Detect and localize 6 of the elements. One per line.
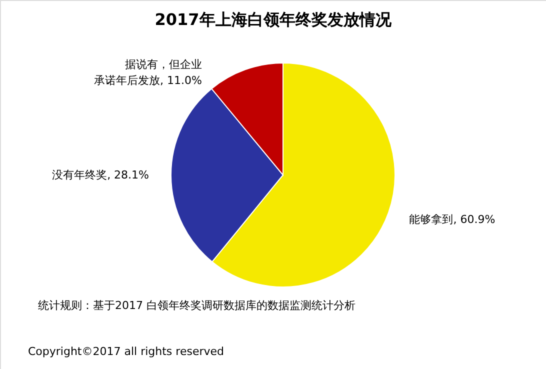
slice-label: 能够拿到, 60.9% [409, 212, 496, 226]
text: Copyright©2017 all rights reserved [28, 345, 224, 358]
text: 统计规则：基于2017 白领年终奖调研数据库的数据监测统计分析 [38, 299, 356, 312]
chart-title: 2017年上海白领年终奖发放情况 [154, 10, 392, 29]
slice-label: 没有年终奖, 28.1% [52, 168, 149, 182]
slice-label: 据说有，但企业承诺年后发放, 11.0% [94, 58, 202, 87]
